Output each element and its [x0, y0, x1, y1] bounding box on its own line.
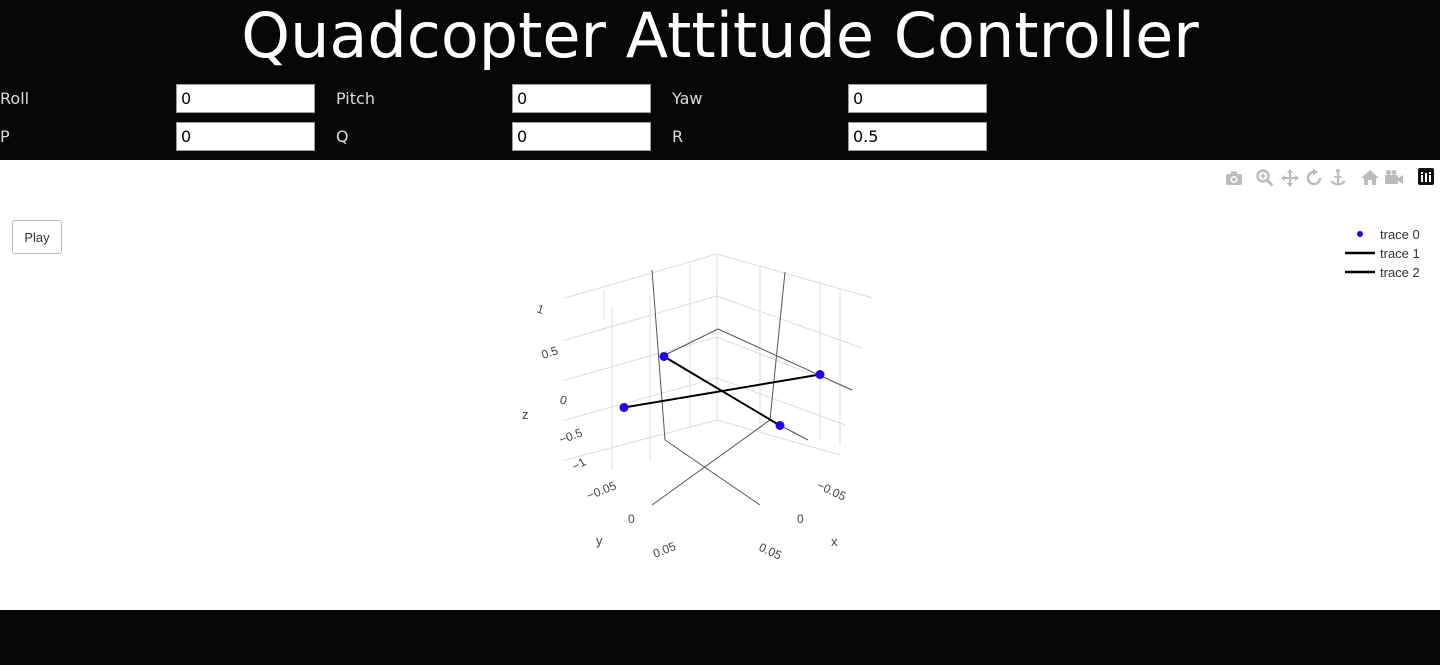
plot-area[interactable]	[0, 160, 1440, 610]
roll-input[interactable]	[176, 84, 315, 113]
x-tick-label: 0.05	[757, 540, 784, 560]
p-label: P	[0, 127, 10, 146]
axis-frame	[651, 269, 853, 506]
legend-item-trace-2[interactable]: trace 2	[1340, 264, 1435, 282]
home-icon[interactable]	[1360, 168, 1380, 188]
y-tick-label: 0.05	[651, 539, 678, 560]
x-axis-title: x	[831, 534, 838, 549]
legend-marker-swatch	[1357, 231, 1363, 237]
legend-item-trace-1[interactable]: trace 1	[1340, 245, 1435, 263]
header-bar: Quadcopter Attitude Controller Roll Pitc…	[0, 0, 1440, 160]
data-point[interactable]	[775, 421, 785, 430]
plotly-logo-icon[interactable]	[1418, 168, 1434, 185]
q-label: Q	[336, 127, 349, 146]
legend-label: trace 0	[1380, 227, 1420, 242]
r-label: R	[672, 127, 684, 146]
pan-icon[interactable]	[1280, 168, 1300, 188]
zoom-icon[interactable]	[1255, 168, 1275, 188]
y-axis-title: y	[596, 533, 603, 548]
y-tick-label: −0.05	[585, 478, 619, 502]
orbit-rotate-icon[interactable]	[1304, 168, 1324, 188]
x-tick-label: 0	[797, 512, 804, 526]
legend-label: trace 1	[1380, 246, 1420, 261]
legend-item-trace-0[interactable]: trace 0	[1340, 226, 1435, 244]
z-tick-label: 1	[535, 302, 546, 317]
r-input[interactable]	[848, 122, 987, 151]
z-tick-label: 0	[558, 393, 569, 408]
z-tick-label: 0.5	[540, 343, 561, 362]
q-input[interactable]	[512, 122, 651, 151]
p-input[interactable]	[176, 122, 315, 151]
yaw-label: Yaw	[672, 89, 703, 108]
camera-icon[interactable]	[1224, 168, 1244, 188]
data-point[interactable]	[619, 403, 629, 412]
yaw-input[interactable]	[848, 84, 987, 113]
z-tick-label: −1	[570, 454, 589, 473]
grid-lines	[564, 253, 874, 470]
roll-label: Roll	[0, 89, 30, 108]
x-tick-label: −0.05	[815, 478, 849, 504]
scene-3d[interactable]: 1 0.5 0 −0.5 −1 z −0.05 0 0.05 y −0.05 0…	[500, 250, 900, 560]
footer-bar	[0, 610, 1440, 665]
turntable-rotate-icon[interactable]	[1328, 168, 1348, 188]
series-line[interactable]	[663, 355, 781, 427]
play-button[interactable]: Play	[12, 220, 62, 254]
pitch-input[interactable]	[512, 84, 651, 113]
page-title: Quadcopter Attitude Controller	[241, 0, 1199, 72]
legend-label: trace 2	[1380, 265, 1420, 280]
z-tick-label: −0.5	[557, 425, 584, 446]
data-point[interactable]	[815, 370, 825, 379]
pitch-label: Pitch	[336, 89, 375, 108]
y-tick-label: 0	[628, 512, 635, 526]
data-point[interactable]	[659, 352, 669, 361]
video-camera-icon[interactable]	[1384, 168, 1404, 188]
z-axis-title: z	[522, 407, 529, 422]
